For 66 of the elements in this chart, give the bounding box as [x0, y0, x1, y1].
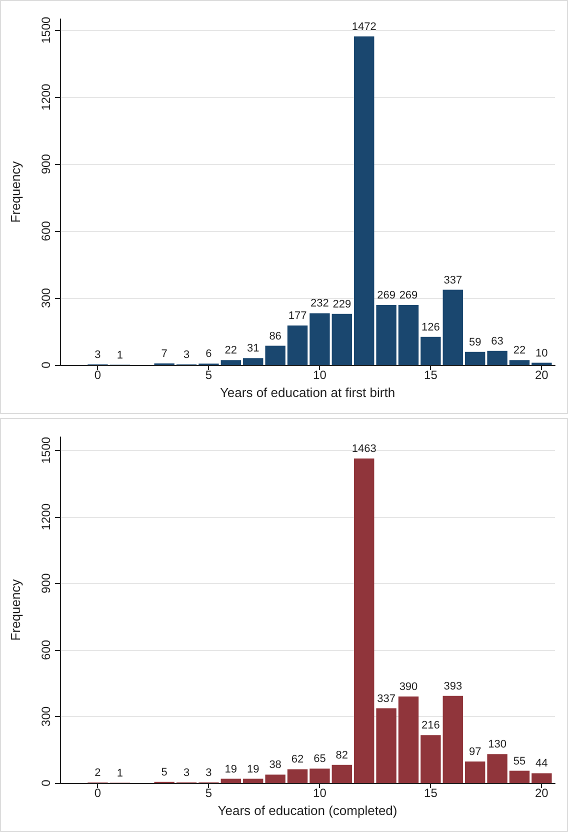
x-tick-label: 15 [424, 786, 438, 800]
y-tick-label: 0 [39, 779, 53, 786]
data-label: 10 [536, 347, 548, 360]
x-axis-title: Years of education at first birth [220, 384, 396, 400]
data-label: 1 [116, 349, 123, 362]
x-tick-label: 20 [535, 786, 549, 800]
data-label: 22 [224, 344, 238, 357]
data-label: 269 [399, 289, 418, 302]
y-tick-label: 1500 [39, 16, 53, 44]
data-label: 216 [422, 720, 440, 732]
data-label: 3 [206, 766, 212, 779]
data-label: 38 [269, 759, 282, 772]
data-label: 337 [444, 274, 462, 286]
data-label: 63 [491, 335, 504, 348]
data-label: 6 [206, 348, 212, 360]
x-axis-title: Years of education (completed) [218, 802, 398, 818]
data-label: 126 [422, 321, 440, 334]
x-tick-label: 5 [205, 368, 212, 382]
data-label: 3 [94, 348, 101, 361]
data-label: 22 [513, 344, 526, 357]
y-tick-label: 300 [39, 706, 53, 726]
y-tick-label: 1500 [39, 436, 53, 464]
data-label: 269 [377, 289, 396, 302]
y-tick-label: 0 [39, 361, 53, 368]
data-label: 1463 [352, 443, 376, 456]
data-label: 55 [513, 755, 526, 768]
y-tick-label: 300 [39, 288, 53, 308]
y-tick-label: 900 [39, 573, 53, 594]
data-label: 232 [310, 298, 329, 310]
data-label: 82 [336, 749, 348, 762]
data-label: 177 [288, 310, 307, 322]
x-tick-label: 5 [205, 786, 212, 800]
data-label: 5 [161, 766, 168, 778]
data-label: 97 [468, 746, 482, 758]
data-label: 1472 [352, 20, 376, 33]
x-tick-label: 0 [94, 786, 102, 800]
data-label: 3 [183, 348, 190, 361]
data-label: 65 [314, 753, 326, 766]
x-tick-label: 20 [535, 368, 549, 382]
y-axis-title: Frequency [8, 578, 23, 641]
data-label: 19 [246, 763, 260, 776]
x-tick-label: 0 [94, 368, 102, 382]
y-axis-title: Frequency [8, 160, 23, 223]
x-tick-label: 10 [313, 786, 327, 800]
data-label: 86 [269, 330, 282, 342]
y-tick-label: 600 [39, 640, 53, 660]
x-tick-label: 10 [313, 368, 327, 382]
data-label: 2 [94, 767, 101, 780]
data-label: 229 [332, 298, 352, 310]
data-label: 62 [291, 754, 304, 766]
y-tick-label: 900 [39, 154, 53, 174]
y-tick-label: 600 [39, 220, 53, 242]
data-label: 1 [116, 767, 123, 780]
data-label: 7 [161, 348, 168, 360]
y-tick-label: 1200 [39, 503, 53, 530]
y-tick-label: 1200 [39, 83, 53, 110]
data-label: 130 [488, 738, 506, 751]
data-label: 19 [224, 763, 238, 776]
data-label: 337 [377, 692, 396, 705]
data-label: 3 [183, 766, 190, 779]
x-tick-label: 15 [424, 368, 438, 382]
data-label: 44 [536, 758, 548, 770]
data-label: 59 [468, 336, 482, 348]
data-label: 393 [444, 680, 462, 692]
data-label: 31 [246, 342, 260, 355]
data-label: 390 [399, 681, 418, 693]
